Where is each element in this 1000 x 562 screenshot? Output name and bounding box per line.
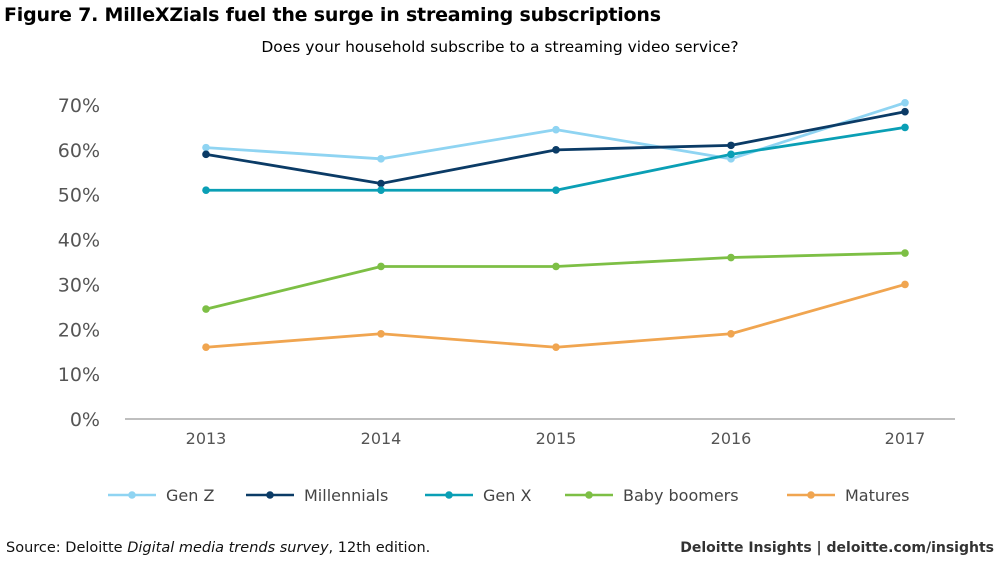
data-point [377, 155, 385, 163]
y-tick-label: 10% [58, 364, 100, 386]
y-tick-label: 0% [70, 409, 100, 431]
source-note: Source: Deloitte Digital media trends su… [6, 540, 430, 556]
series-line-matures [204, 283, 907, 349]
data-point [202, 186, 210, 195]
y-tick-label: 60% [58, 140, 100, 162]
data-point [202, 150, 210, 159]
source-survey-name: Digital media trends survey [127, 540, 329, 556]
legend-label: Baby boomers [623, 486, 739, 505]
y-tick-label: 30% [58, 274, 100, 296]
legend-label: Gen X [483, 486, 531, 505]
data-point [377, 262, 385, 271]
data-point [727, 253, 735, 262]
data-point [901, 107, 909, 116]
source-prefix: Source: Deloitte [6, 540, 128, 556]
data-point [552, 125, 560, 134]
data-point [377, 329, 385, 338]
legend-swatch-marker [266, 491, 274, 499]
data-point [377, 186, 385, 195]
y-tick-label: 20% [58, 319, 100, 341]
legend-swatch-marker [807, 491, 815, 499]
legend-swatch-marker [585, 491, 593, 499]
legend-label: Matures [845, 486, 909, 505]
data-point [727, 150, 735, 159]
data-point [552, 146, 560, 154]
data-point [901, 123, 909, 132]
data-point [901, 280, 909, 289]
data-point [202, 305, 210, 313]
y-tick-label: 70% [58, 95, 100, 117]
data-point [727, 329, 735, 338]
data-point [901, 249, 909, 257]
x-tick-label: 2016 [711, 429, 752, 448]
source-suffix: , 12th edition. [328, 540, 431, 556]
y-tick-label: 50% [58, 185, 100, 207]
brand-credit: Deloitte Insights | deloitte.com/insight… [680, 540, 994, 556]
data-point [552, 262, 560, 271]
legend-swatch-marker [445, 491, 453, 499]
y-tick-label: 40% [58, 230, 100, 252]
data-point [727, 141, 735, 150]
legend-label: Millennials [304, 486, 388, 505]
x-tick-label: 2015 [536, 429, 577, 448]
figure-title: Figure 7. MilleXZials fuel the surge in … [4, 4, 661, 26]
data-point [377, 179, 385, 188]
x-tick-label: 2017 [885, 429, 926, 448]
series-line-baby-boomers [204, 251, 907, 311]
data-point [901, 98, 909, 107]
data-point [202, 343, 210, 352]
data-point [202, 143, 210, 152]
data-point [552, 186, 560, 195]
data-point [552, 343, 560, 352]
x-tick-label: 2013 [186, 429, 227, 448]
x-tick-label: 2014 [361, 429, 402, 448]
legend-label: Gen Z [166, 486, 214, 505]
legend-swatch-marker [128, 491, 136, 499]
chart-title: Does your household subscribe to a strea… [261, 38, 739, 56]
